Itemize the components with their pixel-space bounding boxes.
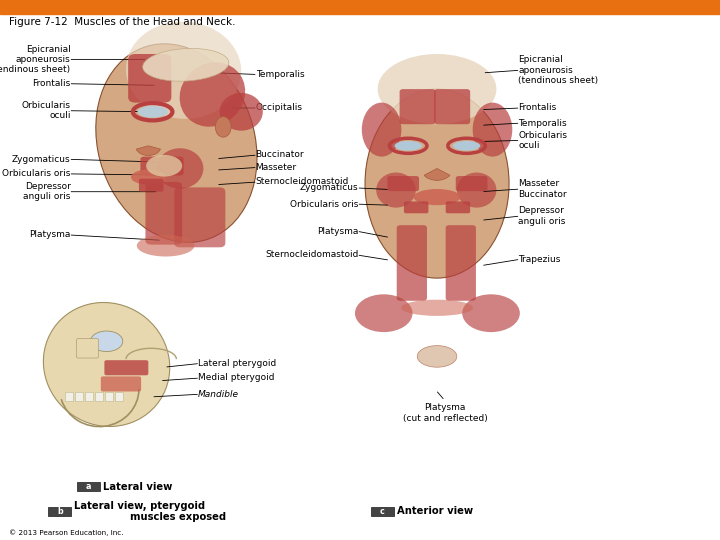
- Text: Depressor
anguli oris: Depressor anguli oris: [518, 206, 566, 226]
- Text: Figure 7-12  Muscles of the Head and Neck.: Figure 7-12 Muscles of the Head and Neck…: [9, 17, 235, 26]
- Text: Temporalis: Temporalis: [256, 70, 305, 79]
- Text: Frontalis: Frontalis: [518, 104, 557, 112]
- FancyBboxPatch shape: [140, 157, 184, 176]
- Text: Platysma
(cut and reflected): Platysma (cut and reflected): [402, 403, 487, 423]
- Ellipse shape: [143, 49, 229, 81]
- Text: Mandible: Mandible: [198, 390, 239, 399]
- Bar: [105, 392, 113, 401]
- Ellipse shape: [473, 103, 513, 157]
- FancyBboxPatch shape: [404, 201, 428, 213]
- FancyBboxPatch shape: [77, 482, 100, 491]
- FancyBboxPatch shape: [139, 179, 163, 192]
- Text: Platysma: Platysma: [318, 227, 359, 235]
- Ellipse shape: [146, 155, 182, 177]
- Ellipse shape: [126, 22, 241, 119]
- FancyBboxPatch shape: [371, 507, 394, 516]
- Text: Occipitalis: Occipitalis: [256, 104, 302, 112]
- Wedge shape: [424, 168, 450, 180]
- Ellipse shape: [215, 117, 231, 137]
- Ellipse shape: [355, 294, 413, 332]
- Ellipse shape: [220, 93, 263, 131]
- Ellipse shape: [43, 302, 170, 427]
- Ellipse shape: [137, 235, 194, 256]
- Text: Zygomaticus: Zygomaticus: [300, 184, 359, 192]
- Ellipse shape: [138, 106, 168, 118]
- Text: Temporalis: Temporalis: [518, 119, 567, 127]
- Text: Buccinator: Buccinator: [256, 151, 305, 159]
- Text: Epicranial
aponeurosis
(tendinous sheet): Epicranial aponeurosis (tendinous sheet): [0, 44, 71, 75]
- Ellipse shape: [377, 54, 496, 124]
- Bar: [95, 392, 103, 401]
- Ellipse shape: [96, 44, 257, 242]
- Text: a: a: [86, 482, 91, 491]
- Text: Trapezius: Trapezius: [518, 255, 561, 264]
- Text: Anterior view: Anterior view: [397, 507, 473, 516]
- FancyBboxPatch shape: [434, 89, 470, 124]
- FancyBboxPatch shape: [174, 187, 225, 247]
- FancyBboxPatch shape: [101, 376, 141, 392]
- FancyBboxPatch shape: [48, 507, 71, 516]
- Bar: [0, 0, 720, 14]
- Text: Frontalis: Frontalis: [32, 79, 71, 88]
- Text: Lateral view: Lateral view: [103, 482, 172, 491]
- FancyBboxPatch shape: [456, 176, 487, 191]
- Ellipse shape: [377, 172, 416, 207]
- Bar: [85, 392, 93, 401]
- Ellipse shape: [453, 141, 480, 151]
- Text: Orbicularis
oculi: Orbicularis oculi: [518, 131, 567, 150]
- Wedge shape: [136, 146, 161, 156]
- Text: © 2013 Pearson Education, Inc.: © 2013 Pearson Education, Inc.: [9, 529, 123, 536]
- Bar: [65, 392, 73, 401]
- Text: Orbicularis oris: Orbicularis oris: [2, 170, 71, 178]
- Text: Medial pterygoid: Medial pterygoid: [198, 374, 274, 382]
- Bar: [115, 392, 123, 401]
- Text: b: b: [57, 507, 63, 516]
- Ellipse shape: [417, 346, 456, 367]
- Text: Epicranial
aponeurosis
(tendinous sheet): Epicranial aponeurosis (tendinous sheet): [518, 55, 598, 85]
- Ellipse shape: [157, 148, 204, 189]
- FancyBboxPatch shape: [400, 89, 436, 124]
- Text: Platysma: Platysma: [30, 231, 71, 239]
- FancyBboxPatch shape: [76, 339, 99, 358]
- FancyBboxPatch shape: [446, 201, 470, 213]
- Text: c: c: [380, 507, 384, 516]
- FancyBboxPatch shape: [446, 225, 476, 301]
- Ellipse shape: [90, 331, 122, 352]
- Ellipse shape: [462, 294, 520, 332]
- Ellipse shape: [457, 172, 497, 207]
- FancyBboxPatch shape: [145, 182, 182, 245]
- Text: Sternocleidomastoid: Sternocleidomastoid: [256, 178, 349, 186]
- FancyBboxPatch shape: [104, 360, 148, 375]
- Ellipse shape: [179, 62, 246, 127]
- Text: Masseter
Buccinator: Masseter Buccinator: [518, 179, 567, 199]
- Ellipse shape: [365, 89, 509, 278]
- Ellipse shape: [131, 170, 166, 185]
- Text: Lateral view, pterygoid
                muscles exposed: Lateral view, pterygoid muscles exposed: [74, 501, 226, 522]
- Ellipse shape: [401, 300, 473, 316]
- Text: Sternocleidomastoid: Sternocleidomastoid: [265, 251, 359, 259]
- Ellipse shape: [395, 141, 422, 151]
- Text: Orbicularis oris: Orbicularis oris: [290, 200, 359, 208]
- Text: Orbicularis
oculi: Orbicularis oculi: [22, 101, 71, 120]
- Bar: [75, 392, 83, 401]
- FancyBboxPatch shape: [128, 54, 171, 103]
- Text: Lateral pterygoid: Lateral pterygoid: [198, 359, 276, 368]
- Text: Zygomaticus: Zygomaticus: [12, 155, 71, 164]
- Ellipse shape: [362, 103, 402, 157]
- Text: Depressor
anguli oris: Depressor anguli oris: [23, 182, 71, 201]
- Ellipse shape: [413, 189, 461, 205]
- FancyBboxPatch shape: [387, 176, 419, 191]
- Text: Masseter: Masseter: [256, 163, 297, 172]
- FancyBboxPatch shape: [397, 225, 427, 301]
